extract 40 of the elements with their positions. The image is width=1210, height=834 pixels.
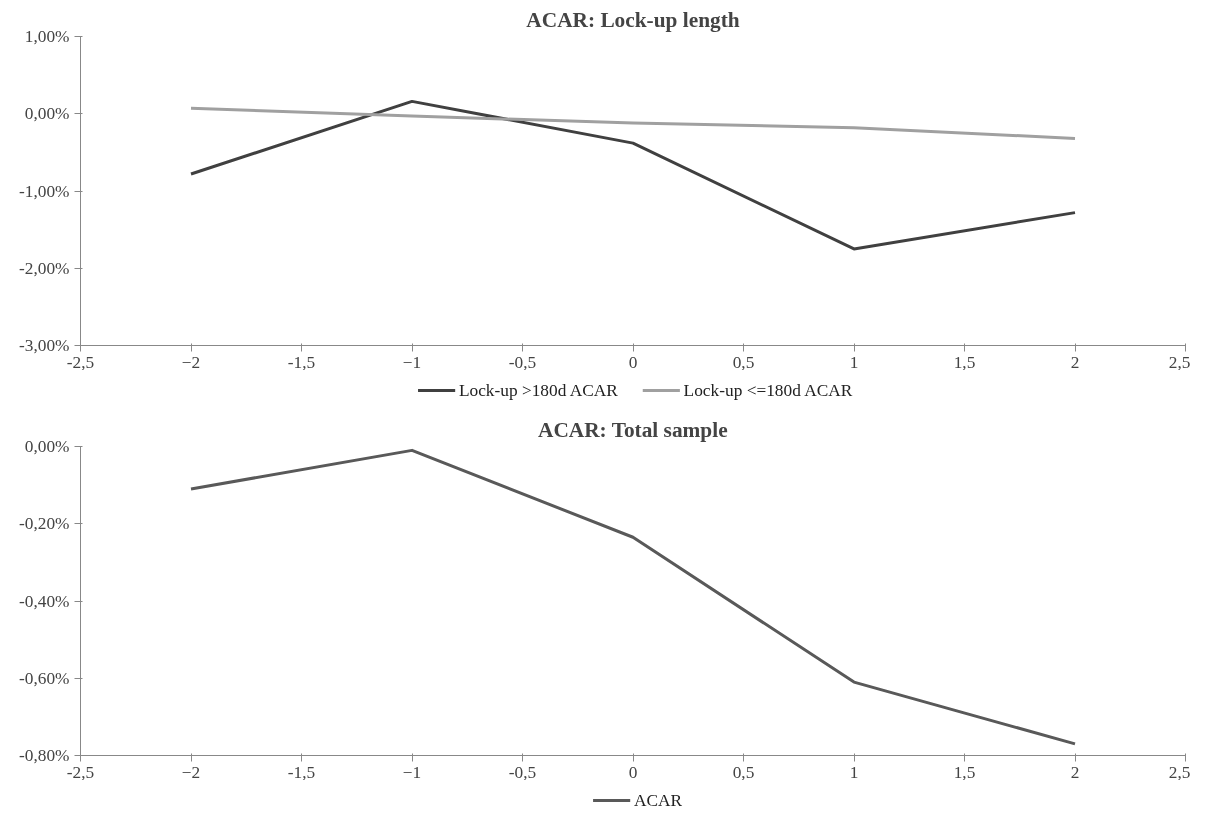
- x-tick-label: 0: [628, 352, 638, 372]
- x-tick-label: −1: [402, 762, 422, 782]
- x-tick-label: -2,5: [66, 762, 95, 782]
- y-tick-label: 1,00%: [24, 27, 70, 46]
- x-tick-label: -0,5: [508, 762, 537, 782]
- y-tick-label: 0,00%: [24, 437, 70, 456]
- x-tick-label: -1,5: [287, 352, 316, 372]
- x-tick-label: 0,5: [732, 762, 755, 782]
- x-tick-label: 1: [849, 762, 859, 782]
- x-tick-label: 2,5: [1168, 352, 1191, 372]
- x-tick-label: 0,5: [732, 352, 755, 372]
- x-tick-label: 1,5: [953, 352, 976, 372]
- x-tick-label: −2: [181, 762, 201, 782]
- x-tick-label: 2: [1070, 352, 1080, 372]
- x-tick-label: 2,5: [1168, 762, 1191, 782]
- y-tick-label: -0,60%: [18, 668, 70, 688]
- chart-title: ACAR: Total sample: [538, 417, 728, 442]
- y-tick-label: -3,00%: [18, 336, 70, 355]
- x-tick-label: −2: [181, 352, 201, 372]
- line-series: [189, 99, 1077, 251]
- line-series: [189, 106, 1077, 140]
- x-tick-label: 1: [849, 352, 859, 372]
- x-tick-label: −1: [402, 352, 422, 372]
- legend-label: Lock-up >180d ACAR: [458, 381, 619, 400]
- x-tick-label: -1,5: [287, 762, 316, 782]
- legend-label: Lock-up <=180d ACAR: [683, 381, 853, 400]
- legend-label: ACAR: [633, 791, 683, 810]
- x-tick-label: 0: [628, 762, 638, 782]
- x-tick-label: 1,5: [953, 762, 976, 782]
- y-tick-label: -0,80%: [18, 746, 70, 765]
- x-tick-label: 2: [1070, 762, 1080, 782]
- y-tick-label: -1,00%: [18, 181, 70, 201]
- x-tick-label: -0,5: [508, 352, 537, 372]
- y-tick-label: -0,20%: [18, 514, 70, 534]
- y-tick-label: -2,00%: [18, 258, 70, 278]
- chart-title: ACAR: Lock-up length: [526, 7, 740, 32]
- y-tick-label: -0,40%: [18, 591, 70, 611]
- y-tick-label: 0,00%: [24, 104, 70, 124]
- line-series: [189, 448, 1077, 746]
- x-tick-label: -2,5: [66, 352, 95, 372]
